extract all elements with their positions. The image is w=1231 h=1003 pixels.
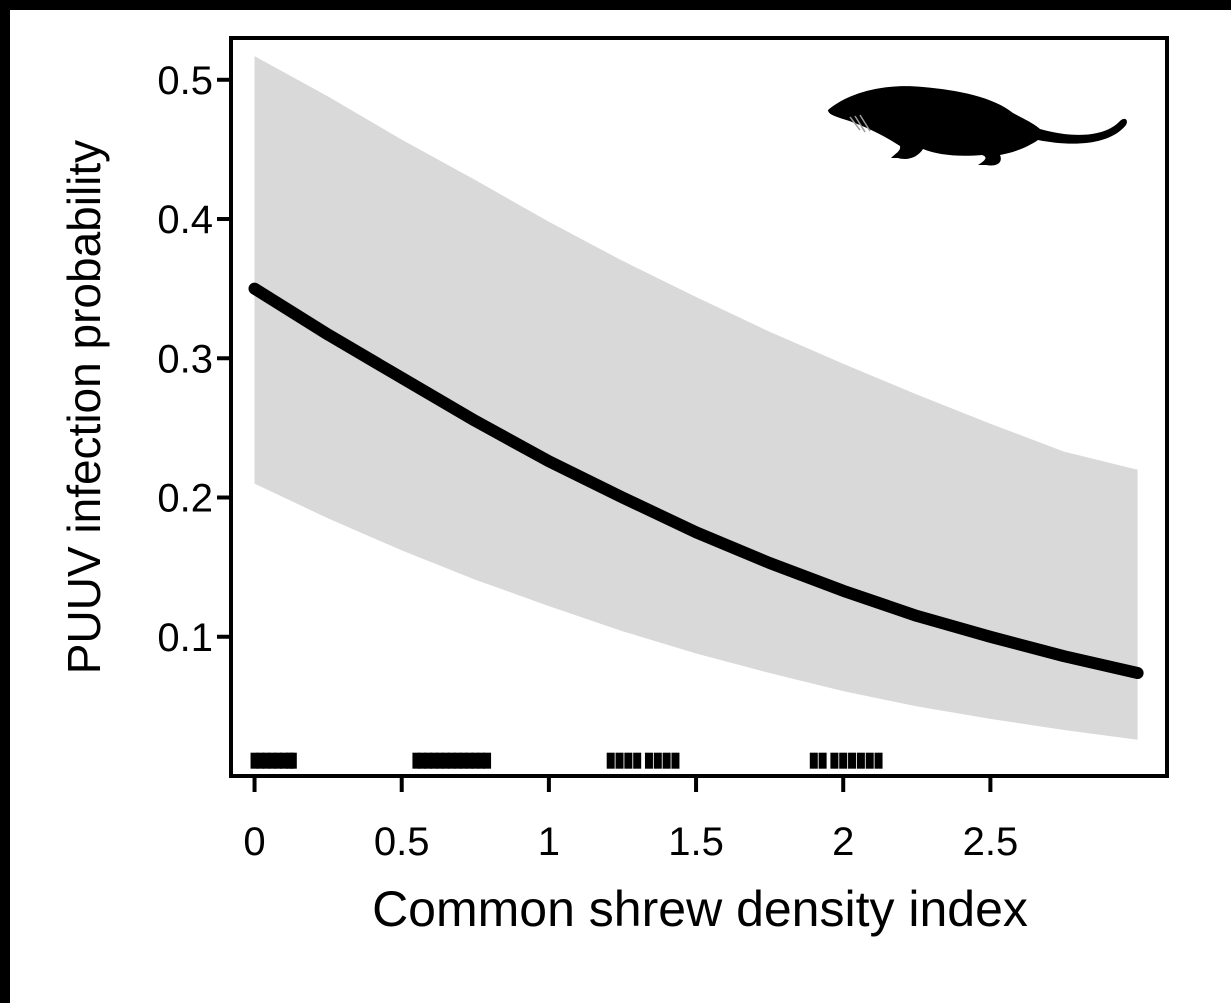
plot-frame	[229, 36, 1169, 778]
x-tick-label: 1	[538, 820, 560, 864]
confidence-band	[254, 56, 1138, 740]
shrew-icon	[828, 86, 1127, 166]
chart-canvas: 0 0.5 1 1.5 2 2.5 0.1 0.2 0.3 0.4 0.5 Common shre…	[10, 10, 1231, 1003]
x-tick-label: 2.5	[963, 820, 1019, 864]
x-tick-label: 2	[832, 820, 854, 864]
fitted-line	[248, 282, 1144, 679]
y-axis-label: PUUV infection probability	[58, 140, 110, 674]
x-tick-label: 1.5	[668, 820, 724, 864]
y-tick-label: 0.3	[157, 337, 213, 381]
y-tick-label: 0.2	[157, 477, 213, 521]
x-tick-label: 0.5	[374, 820, 430, 864]
chart-svg: 0 0.5 1 1.5 2 2.5 0.1 0.2 0.3 0.4 0.5 Common shre…	[58, 36, 1169, 937]
y-tick-label: 0.4	[157, 198, 213, 242]
y-tick-label: 0.5	[157, 59, 213, 103]
x-tick-label: 0	[243, 820, 265, 864]
x-axis-label: Common shrew density index	[372, 881, 1028, 937]
y-tick-label: 0.1	[157, 616, 213, 660]
